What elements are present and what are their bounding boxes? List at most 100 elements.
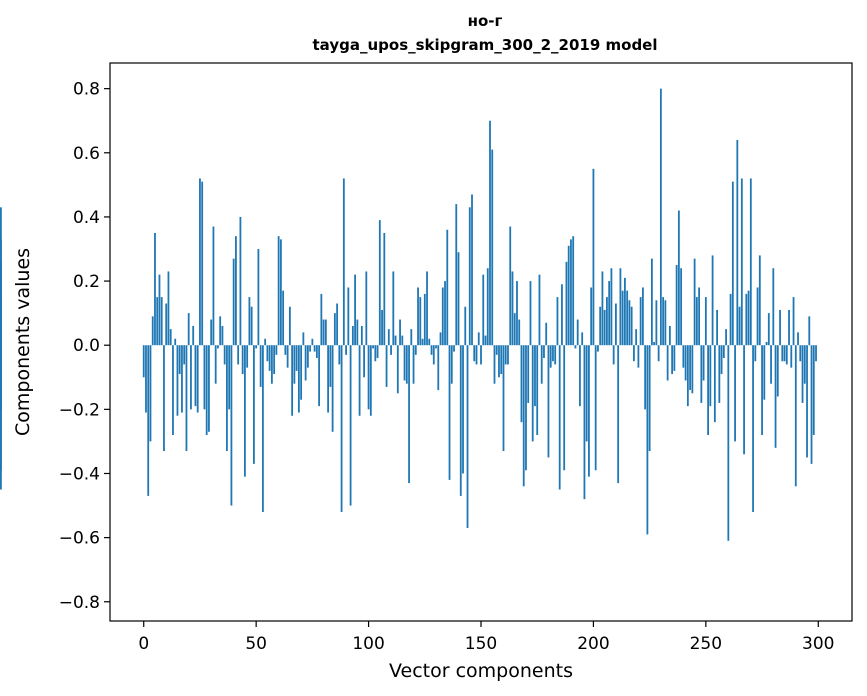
bar-153: [486, 268, 489, 346]
bar-61: [279, 239, 282, 346]
bar-32: [214, 345, 217, 384]
bar-114: [399, 319, 401, 346]
bar-198: [588, 345, 590, 477]
bar-298: [812, 345, 815, 435]
bar-277: [765, 342, 768, 346]
bar-169: [522, 345, 525, 487]
bar-99: [365, 271, 368, 346]
bar-87: [338, 345, 341, 365]
bar-150: [480, 345, 482, 365]
bar-204: [601, 271, 604, 346]
bar-139: [455, 204, 458, 346]
bar-252: [709, 345, 712, 407]
bar-177: [540, 345, 543, 384]
bar-41: [235, 236, 237, 346]
bar-266: [740, 178, 743, 346]
bar-182: [552, 345, 554, 362]
bars-group: [0, 88, 817, 541]
x-tick-label: 150: [465, 634, 497, 654]
bar-162: [507, 345, 509, 365]
bar-239: [680, 268, 683, 346]
bar-24: [196, 345, 199, 413]
x-tick-label: 0: [138, 634, 149, 654]
bar-258: [722, 345, 725, 359]
bar-248: [700, 345, 703, 403]
bar-15: [176, 345, 179, 416]
bar-27: [203, 345, 206, 410]
bar-43: [239, 216, 242, 346]
bar-109: [387, 329, 390, 346]
bar-75: [311, 338, 314, 346]
bar-44: [241, 345, 244, 375]
bar-123: [419, 297, 422, 346]
bar-128: [430, 345, 433, 355]
y-axis-label: Components values: [12, 248, 34, 436]
bar-127: [428, 338, 431, 346]
bar-108: [385, 345, 388, 387]
bar-142: [462, 345, 464, 474]
bar-69: [297, 345, 300, 413]
bar-22: [192, 325, 195, 346]
bar-68: [295, 345, 298, 371]
bar-206: [606, 297, 608, 346]
bar-133: [441, 287, 444, 346]
bar-222: [641, 287, 644, 346]
bar-257: [720, 345, 723, 375]
bar-251: [707, 345, 709, 435]
bar-183: [554, 345, 557, 365]
bar-undefined: [0, 345, 2, 400]
bar-160: [502, 345, 505, 452]
bar-186: [561, 284, 563, 346]
bar-118: [408, 345, 410, 484]
bar-36: [223, 345, 226, 365]
bar-268: [745, 293, 748, 346]
bar-161: [504, 345, 507, 365]
bar-192: [574, 345, 577, 349]
bar-200: [592, 168, 595, 346]
bar-285: [783, 345, 786, 362]
chart-title: но-г: [467, 12, 503, 30]
bar-278: [767, 313, 770, 346]
bar-190: [570, 239, 572, 346]
bar-49: [253, 345, 255, 464]
bar-119: [410, 329, 413, 346]
bar-250: [704, 297, 707, 346]
bar-50: [255, 345, 258, 349]
bar-53: [261, 345, 264, 512]
bar-20: [187, 313, 190, 346]
x-tick-label: 200: [577, 634, 609, 654]
bar-42: [237, 345, 240, 365]
bar-84: [331, 345, 334, 432]
bar-231: [662, 297, 665, 346]
bar-105: [378, 220, 381, 346]
bar-296: [808, 316, 811, 346]
bar-246: [695, 297, 698, 346]
y-tick-label: 0.8: [73, 80, 100, 100]
bar-143: [464, 306, 467, 346]
bar-54: [264, 338, 267, 346]
bar-290: [794, 345, 797, 487]
bar-3: [149, 345, 152, 442]
bar-115: [401, 335, 404, 346]
bar-172: [529, 281, 532, 346]
bar-124: [421, 338, 424, 346]
y-tick-label: −0.8: [59, 593, 100, 613]
bar-65: [288, 306, 291, 346]
bar-134: [444, 281, 446, 346]
bar-67: [293, 345, 296, 384]
bar-94: [354, 274, 356, 346]
bar-158: [498, 345, 500, 378]
chart-subtitle: tayga_upos_skipgram_300_2_2019 model: [312, 36, 658, 54]
bar-164: [511, 271, 514, 346]
bar-12: [169, 329, 172, 346]
bar-48: [250, 306, 253, 346]
bar-227: [653, 342, 656, 346]
bar-62: [282, 290, 285, 346]
bar-98: [363, 345, 365, 378]
bar-16: [178, 345, 181, 375]
bar-282: [776, 345, 779, 397]
bar-280: [772, 268, 775, 346]
bar-276: [763, 345, 766, 400]
bar-275: [761, 345, 763, 435]
